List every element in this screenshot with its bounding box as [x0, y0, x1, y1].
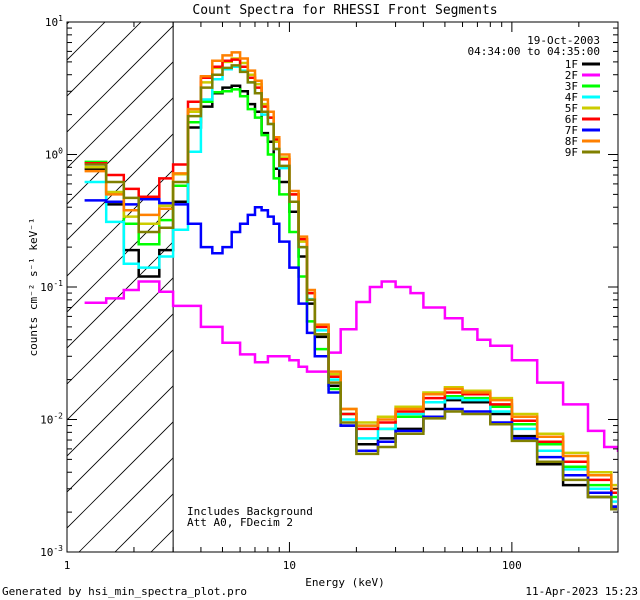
date-label: 19-Oct-2003: [527, 34, 600, 47]
time-range-label: 04:34:00 to 04:35:00: [468, 45, 600, 58]
legend-label-8f: 8F: [565, 135, 578, 148]
legend-label-2f: 2F: [565, 69, 578, 82]
y-tick-label: 101: [45, 14, 63, 29]
legend-label-5f: 5F: [565, 102, 578, 115]
hatch-line: [67, 349, 174, 457]
y-tick-label: 10-1: [40, 279, 63, 294]
timestamp-text: 11-Apr-2023 15:23: [525, 585, 638, 598]
series-line-2f: [84, 280, 618, 453]
hatch-line: [67, 22, 70, 25]
legend-label-3f: 3F: [565, 80, 578, 93]
hatch-line: [67, 22, 142, 97]
series-line-9f: [84, 64, 617, 511]
y-tick-label: 10-2: [40, 412, 63, 427]
hatch-line: [114, 493, 174, 552]
hatch-line: [78, 457, 174, 552]
hatch-line: [67, 385, 174, 493]
hatch-line: [67, 205, 174, 313]
x-tick-label: 10: [283, 559, 296, 572]
y-tick-label: 10-3: [40, 544, 63, 559]
hatch-line: [0, 0, 103, 552]
chart-title: Count Spectra for RHESSI Front Segments: [192, 3, 497, 18]
legend-label-4f: 4F: [565, 91, 578, 104]
legend-label-9f: 9F: [565, 146, 578, 159]
x-tick-label: 100: [502, 559, 522, 572]
legend-label-7f: 7F: [565, 124, 578, 137]
hatch-line: [67, 169, 174, 277]
plot-frame: [66, 21, 619, 553]
hatch-line: [67, 241, 174, 349]
legend-label-1f: 1F: [565, 58, 578, 71]
shaded-region: [0, 0, 174, 552]
y-tick-label: 100: [45, 147, 63, 162]
annotation-background: Includes Background: [187, 505, 313, 518]
x-axis-label: Energy (keV): [305, 576, 384, 589]
x-tick-label: 1: [64, 559, 71, 572]
hatch-line: [67, 421, 174, 529]
annotation-attenuator: Att A0, FDecim 2: [187, 516, 293, 529]
legend-label-6f: 6F: [565, 113, 578, 126]
y-axis-label: counts cm⁻² s⁻¹ keV⁻¹: [27, 217, 40, 356]
generated-by-text: Generated by hsi_min_spectra_plot.pro: [2, 585, 247, 598]
hatch-line: [67, 22, 106, 61]
hatch-line: [67, 25, 174, 133]
